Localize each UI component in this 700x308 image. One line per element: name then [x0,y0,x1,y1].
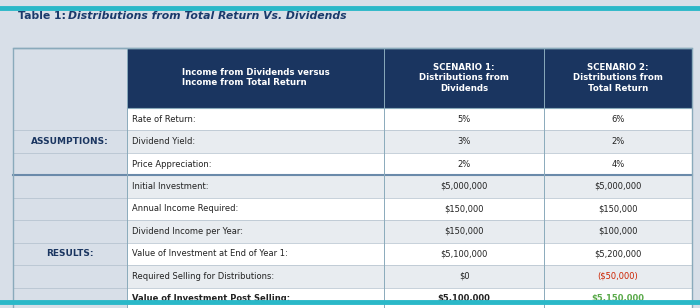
Text: 5%: 5% [458,115,470,124]
Text: Dividend Yield:: Dividend Yield: [132,137,195,146]
Text: ($50,000): ($50,000) [597,272,638,281]
Text: $150,000: $150,000 [598,205,638,213]
Text: Value of Investment at End of Year 1:: Value of Investment at End of Year 1: [132,249,288,258]
Text: RESULTS:: RESULTS: [46,249,93,258]
Text: $5,100,000: $5,100,000 [440,249,488,258]
Text: 4%: 4% [611,160,624,168]
Text: $5,100,000: $5,100,000 [438,294,491,303]
Text: $5,200,000: $5,200,000 [594,249,641,258]
Text: Distributions from Total Return Vs. Dividends: Distributions from Total Return Vs. Divi… [68,11,346,21]
Text: 2%: 2% [611,137,624,146]
Text: Income from Dividends versus
Income from Total Return: Income from Dividends versus Income from… [181,68,330,87]
Text: Initial Investment:: Initial Investment: [132,182,208,191]
Text: Table 1:: Table 1: [18,11,69,21]
Text: 6%: 6% [611,115,624,124]
Text: 3%: 3% [457,137,471,146]
Text: $5,000,000: $5,000,000 [440,182,488,191]
Text: Price Appreciation:: Price Appreciation: [132,160,211,168]
Text: $5,150,000: $5,150,000 [592,294,644,303]
Text: $100,000: $100,000 [598,227,638,236]
Text: $150,000: $150,000 [444,227,484,236]
Text: Value of Investment Post Selling:: Value of Investment Post Selling: [132,294,290,303]
Text: $150,000: $150,000 [444,205,484,213]
Text: SCENARIO 2:
Distributions from
Total Return: SCENARIO 2: Distributions from Total Ret… [573,63,663,93]
Text: Rate of Return:: Rate of Return: [132,115,195,124]
Text: ASSUMPTIONS:: ASSUMPTIONS: [31,137,108,146]
Text: $0: $0 [458,272,470,281]
Text: $5,000,000: $5,000,000 [594,182,641,191]
Text: SCENARIO 1:
Distributions from
Dividends: SCENARIO 1: Distributions from Dividends [419,63,509,93]
Text: Dividend Income per Year:: Dividend Income per Year: [132,227,243,236]
Text: Required Selling for Distributions:: Required Selling for Distributions: [132,272,274,281]
Text: 2%: 2% [458,160,470,168]
Text: Annual Income Required:: Annual Income Required: [132,205,238,213]
